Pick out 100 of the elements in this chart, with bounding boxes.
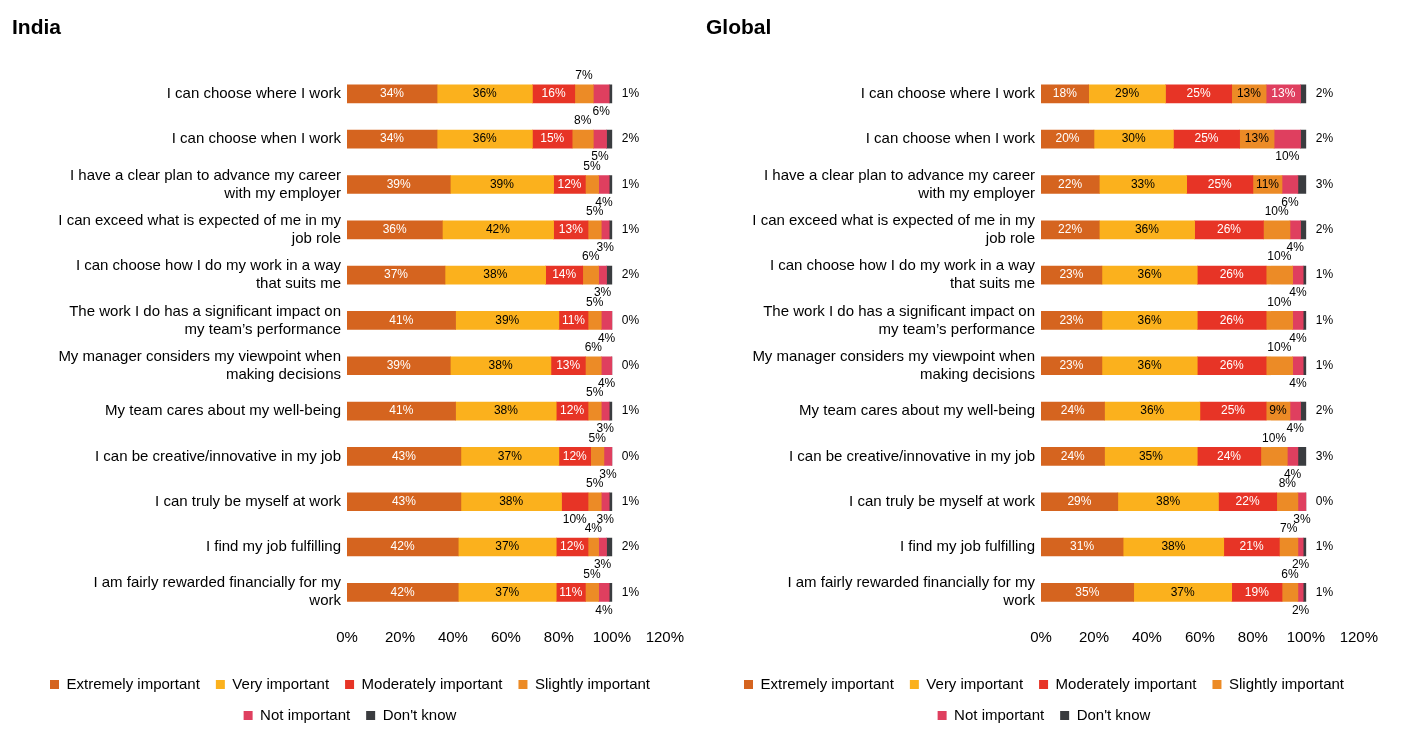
data-label: 43% [391,448,417,463]
data-label: 1% [1315,539,1334,554]
y-tick-label: The work I do has a significant impact on my team’s performance [69,301,341,337]
data-label: 1% [1315,267,1334,282]
data-label: 24% [1060,448,1086,463]
data-label: 1% [621,403,640,418]
legend-label: Very important [926,674,1024,692]
data-label: 38% [1161,539,1186,554]
data-label: 0% [621,358,640,373]
x-tick-label: 40% [437,628,468,646]
data-label: 36% [472,131,498,146]
data-label: 2% [621,267,640,282]
data-label: 19% [1244,584,1270,599]
data-label: 24% [1060,403,1086,418]
data-label: 25% [1207,176,1233,191]
data-label: 43% [391,494,417,509]
data-label: 36% [1137,358,1162,373]
data-label: 4% [1289,376,1307,391]
data-label: 18% [1052,86,1078,101]
data-label: 38% [483,267,508,282]
text: India [12,15,62,39]
data-label: 12% [557,176,582,191]
data-label: 1% [621,584,640,599]
legend-label: Slightly important [1228,674,1345,692]
data-label: 10% [1264,204,1290,219]
data-label: 6% [592,104,611,119]
data-label: 36% [472,86,498,101]
y-tick-label: I can choose how I do my work in a way that suits me [769,256,1036,292]
x-tick-label: 120% [1339,628,1379,646]
y-tick-label: I can choose how I do my work in a way that suits me [75,256,342,292]
data-label: 3% [1315,448,1334,463]
data-label: 23% [1059,267,1084,282]
data-label: 3% [596,240,615,255]
y-tick-label: I am fairly rewarded financially for my work [787,573,1036,609]
x-tick-label: 20% [1078,628,1109,646]
data-label: 5% [585,476,604,491]
legend-label: Not important [954,705,1045,723]
data-label: 2% [1291,602,1310,617]
data-label: 34% [380,86,405,101]
data-label: 39% [386,176,411,191]
data-label: 39% [489,176,515,191]
data-label: 26% [1219,358,1245,373]
x-tick-label: 0% [1030,628,1052,646]
y-tick-label: My team cares about my well-being [105,401,341,419]
legend-label: Moderately important [1055,674,1198,692]
x-tick-label: 120% [645,628,685,646]
data-label: 13% [556,358,581,373]
data-label: 38% [493,403,519,418]
data-label: 11% [561,312,586,327]
data-label: 36% [1137,267,1162,282]
data-label: 1% [621,494,640,509]
data-label: 23% [1059,358,1084,373]
y-tick-label: I find my job fulfilling [205,537,341,555]
data-label: 37% [497,448,523,463]
legend-label: Don't know [382,705,457,723]
y-tick-label: I can truly be myself at work [155,491,342,509]
data-label: 35% [1075,584,1100,599]
data-label: 30% [1121,131,1147,146]
y-tick-label: I can choose where I work [860,84,1036,101]
data-label: 5% [585,385,604,400]
data-label: 24% [1217,448,1242,463]
data-label: 31% [1070,539,1095,554]
data-label: 8% [574,113,592,128]
legend-label: Slightly important [534,674,651,692]
data-label: 22% [1058,222,1083,237]
data-label: 26% [1219,267,1245,282]
data-label: 37% [495,539,520,554]
y-tick-label: The work I do has a significant impact on my team’s performance [763,301,1035,337]
y-tick-label: I can truly be myself at work [849,491,1036,509]
data-label: 2% [621,131,640,146]
y-tick-label: I have a clear plan to advance my career with my employer [70,165,341,201]
x-tick-label: 20% [384,628,415,646]
x-tick-label: 100% [1286,628,1326,646]
data-label: 12% [562,448,588,463]
data-label: 22% [1058,176,1083,191]
data-label: 37% [495,584,520,599]
data-label: 1% [621,86,640,101]
y-tick-label: I can exceed what is expected of me in my job role [58,210,342,246]
data-label: 36% [1137,312,1162,327]
data-label: 26% [1217,222,1242,237]
data-label: 1% [621,222,640,237]
y-tick-label: I can be creative/innovative in my job [789,446,1035,464]
y-tick-label: My team cares about my well-being [799,401,1035,419]
y-tick-label: My manager considers my viewpoint when making decisions [58,346,341,382]
legend-label: Very important [232,674,330,692]
data-label: 2% [1315,222,1334,237]
data-label: 26% [1219,312,1245,327]
data-label: 6% [584,340,603,355]
data-label: 0% [621,448,640,463]
x-tick-label: 100% [592,628,632,646]
data-label: 42% [390,539,415,554]
data-label: 38% [1156,494,1181,509]
data-label: 38% [488,358,513,373]
data-label: 34% [380,131,405,146]
data-label: 13% [1244,131,1270,146]
data-label: 20% [1055,131,1080,146]
data-label: 33% [1130,176,1156,191]
data-label: 13% [1236,86,1262,101]
data-label: 37% [1170,584,1196,599]
x-tick-label: 40% [1131,628,1162,646]
